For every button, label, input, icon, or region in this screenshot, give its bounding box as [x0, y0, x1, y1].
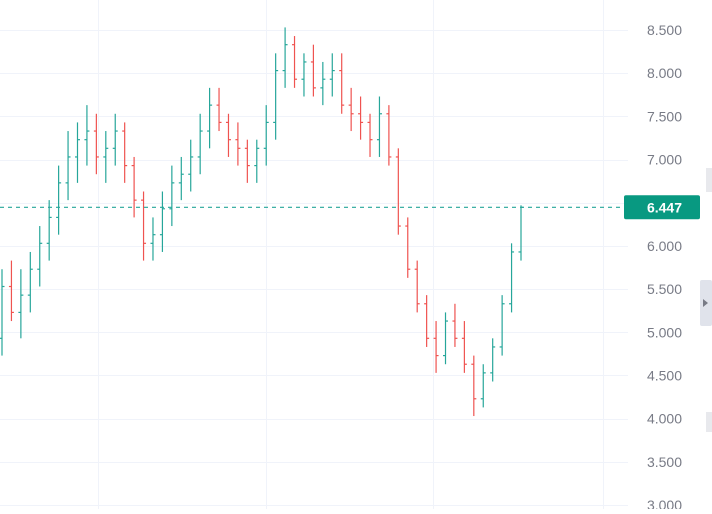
ohlc-bar — [490, 338, 496, 382]
y-tick-label: 7.500 — [647, 108, 682, 124]
ohlc-bar — [348, 87, 354, 132]
price-axis: 8.500 8.000 7.500 7.000 6.000 5.500 5.000 4.500… — [647, 22, 682, 513]
ohlc-bar — [178, 156, 184, 201]
ohlc-bar — [443, 312, 449, 365]
ohlc-bar — [480, 364, 486, 408]
ohlc-bar — [395, 148, 401, 235]
ohlc-bar — [254, 139, 260, 183]
ohlc-bar — [56, 165, 62, 235]
ohlc-bar — [339, 53, 345, 114]
ohlc-bar — [499, 295, 505, 356]
ohlc-bar — [292, 36, 298, 88]
y-tick-label: 4.000 — [647, 411, 682, 427]
ohlc-bar — [358, 96, 364, 140]
ohlc-bar — [37, 226, 43, 287]
ohlc-bar — [188, 139, 194, 192]
y-tick-label: 7.000 — [647, 152, 682, 168]
ohlc-bar — [452, 303, 458, 347]
ohlc-bar — [150, 217, 156, 261]
y-tick-label: 8.500 — [647, 22, 682, 38]
ohlc-bar — [103, 131, 109, 183]
scroll-handle-bottom[interactable] — [706, 412, 712, 432]
ohlc-bar — [282, 27, 288, 88]
ohlc-bar — [376, 96, 382, 157]
ohlc-bar — [74, 122, 80, 183]
ohlc-bar — [263, 105, 269, 166]
ohlc-bar — [141, 191, 147, 261]
scroll-handle-top[interactable] — [706, 168, 712, 192]
ohlc-bar — [424, 295, 430, 347]
ohlc-bar — [93, 113, 99, 175]
ohlc-bar — [273, 53, 279, 140]
ohlc-bar — [301, 53, 307, 97]
ohlc-bar — [18, 269, 24, 339]
ohlc-bar — [471, 355, 477, 417]
ohlc-bar — [329, 53, 335, 97]
ohlc-bar — [310, 44, 316, 97]
ohlc-bar — [169, 165, 175, 227]
last-price-tag: 6.447 — [624, 195, 700, 220]
ohlc-bar — [197, 113, 203, 175]
y-tick-label: 5.500 — [647, 281, 682, 297]
ohlc-bar — [159, 191, 165, 252]
ohlc-bar — [0, 269, 5, 356]
y-tick-label: 4.500 — [647, 367, 682, 383]
ohlc-bar — [46, 200, 52, 261]
ohlc-bar — [320, 61, 326, 106]
ohlc-bar — [65, 131, 71, 201]
ohlc-bar — [131, 156, 137, 218]
ohlc-bar — [225, 113, 231, 157]
ohlc-bar — [207, 87, 213, 149]
ohlc-bar — [433, 321, 439, 373]
ohlc-bar — [8, 260, 14, 322]
last-price-label: 6.447 — [647, 199, 682, 215]
ohlc-bar — [518, 205, 524, 261]
y-tick-label: 6.000 — [647, 238, 682, 254]
ohlc-bar — [27, 251, 33, 313]
ohlc-bar — [386, 105, 392, 166]
y-tick-label: 3.000 — [647, 497, 682, 509]
ohlc-bar — [244, 139, 250, 183]
grid-layer — [0, 0, 628, 509]
ohlc-bar — [122, 122, 128, 183]
ohlc-bar — [461, 321, 467, 373]
bars-layer — [0, 27, 524, 417]
chevron-right-icon — [703, 299, 708, 307]
ohlc-bar — [84, 105, 90, 166]
last-price-tag-bg — [624, 195, 700, 220]
y-tick-label: 5.000 — [647, 324, 682, 340]
ohlc-bar — [367, 113, 373, 157]
ohlc-bar — [216, 87, 222, 132]
scroll-handles[interactable] — [700, 168, 712, 432]
ohlc-bar — [235, 122, 241, 166]
y-tick-label: 3.500 — [647, 454, 682, 470]
ohlc-bar — [405, 217, 411, 278]
y-tick-label: 8.000 — [647, 65, 682, 81]
ohlc-bar — [509, 243, 515, 313]
ohlc-bar — [414, 260, 420, 313]
ohlc-bar — [112, 113, 118, 166]
